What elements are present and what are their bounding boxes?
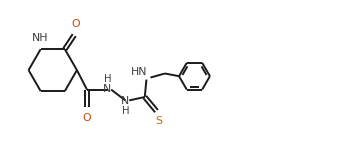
- Text: N: N: [103, 84, 111, 94]
- Text: HN: HN: [131, 67, 147, 77]
- Text: O: O: [83, 113, 91, 123]
- Text: O: O: [71, 19, 80, 29]
- Text: H: H: [104, 74, 112, 84]
- Text: N: N: [121, 96, 130, 106]
- Text: H: H: [122, 106, 130, 116]
- Text: S: S: [155, 116, 162, 126]
- Text: NH: NH: [32, 34, 48, 44]
